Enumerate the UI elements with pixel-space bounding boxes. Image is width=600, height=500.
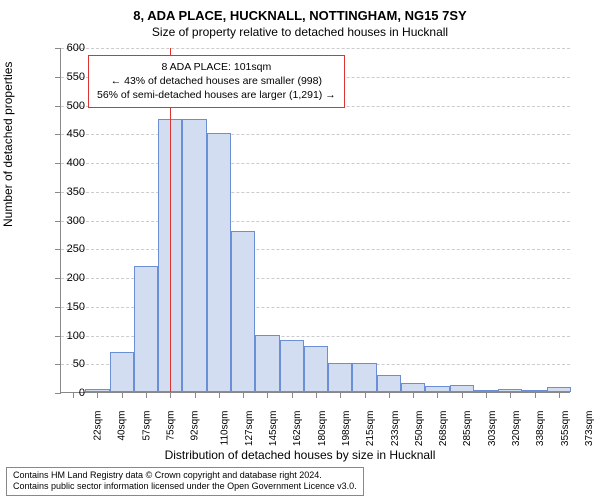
x-tick-label: 320sqm — [511, 411, 522, 447]
y-tick-label: 0 — [45, 387, 85, 399]
x-tick — [462, 392, 463, 398]
x-tick-label: 268sqm — [438, 411, 449, 447]
x-tick-label: 22sqm — [93, 411, 104, 441]
x-tick-label: 303sqm — [487, 411, 498, 447]
histogram-bar — [134, 266, 158, 393]
x-tick — [219, 392, 220, 398]
grid-line — [61, 134, 570, 135]
x-axis-title: Distribution of detached houses by size … — [0, 448, 600, 462]
x-tick-label: 215sqm — [365, 411, 376, 447]
histogram-bar — [231, 231, 255, 392]
histogram-bar — [110, 352, 134, 392]
grid-line — [61, 221, 570, 222]
x-tick — [340, 392, 341, 398]
chart-container: 8, ADA PLACE, HUCKNALL, NOTTINGHAM, NG15… — [0, 0, 600, 500]
x-tick — [267, 392, 268, 398]
histogram-bar — [182, 119, 206, 392]
histogram-bar — [450, 385, 474, 392]
x-tick — [122, 392, 123, 398]
y-tick-label: 250 — [45, 243, 85, 255]
histogram-bar — [401, 383, 425, 392]
x-tick — [535, 392, 536, 398]
x-tick — [243, 392, 244, 398]
annotation-line-3: 56% of semi-detached houses are larger (… — [97, 88, 336, 102]
histogram-bar — [377, 375, 401, 392]
x-tick — [389, 392, 390, 398]
y-tick-label: 300 — [45, 215, 85, 227]
x-tick-label: 145sqm — [268, 411, 279, 447]
x-tick-label: 110sqm — [219, 411, 230, 446]
x-tick-label: 40sqm — [117, 411, 128, 441]
x-tick — [413, 392, 414, 398]
y-tick-label: 150 — [45, 301, 85, 313]
x-tick-label: 75sqm — [166, 411, 177, 441]
x-tick — [316, 392, 317, 398]
histogram-bar — [304, 346, 328, 392]
y-tick-label: 200 — [45, 272, 85, 284]
y-tick-label: 600 — [45, 42, 85, 54]
grid-line — [61, 192, 570, 193]
x-tick — [97, 392, 98, 398]
histogram-bar — [207, 133, 231, 392]
footer-box: Contains HM Land Registry data © Crown c… — [6, 467, 364, 496]
x-tick — [437, 392, 438, 398]
x-tick — [146, 392, 147, 398]
x-tick — [170, 392, 171, 398]
x-tick — [195, 392, 196, 398]
x-tick-label: 355sqm — [560, 411, 571, 447]
histogram-bar — [352, 363, 376, 392]
x-tick-label: 233sqm — [390, 411, 401, 447]
y-tick-label: 350 — [45, 186, 85, 198]
x-tick — [365, 392, 366, 398]
chart-title-sub: Size of property relative to detached ho… — [0, 25, 600, 39]
y-tick-label: 500 — [45, 100, 85, 112]
histogram-bar — [328, 363, 352, 392]
x-tick-label: 180sqm — [317, 411, 328, 447]
annotation-line-2: ← 43% of detached houses are smaller (99… — [97, 74, 336, 88]
x-tick — [486, 392, 487, 398]
histogram-bar — [280, 340, 304, 392]
footer-line-1: Contains HM Land Registry data © Crown c… — [13, 470, 357, 482]
x-tick — [510, 392, 511, 398]
x-tick-label: 162sqm — [293, 411, 304, 447]
x-tick-label: 198sqm — [341, 411, 352, 447]
chart-title-main: 8, ADA PLACE, HUCKNALL, NOTTINGHAM, NG15… — [0, 8, 600, 23]
annotation-box: 8 ADA PLACE: 101sqm ← 43% of detached ho… — [88, 55, 345, 108]
grid-line — [61, 249, 570, 250]
footer-line-2: Contains public sector information licen… — [13, 481, 357, 493]
x-tick-label: 57sqm — [141, 411, 152, 441]
y-tick-label: 550 — [45, 71, 85, 83]
x-tick-label: 373sqm — [584, 411, 595, 447]
x-tick-label: 127sqm — [244, 411, 255, 447]
y-tick-label: 100 — [45, 330, 85, 342]
x-tick-label: 285sqm — [463, 411, 474, 447]
y-tick-label: 450 — [45, 128, 85, 140]
y-tick-label: 50 — [45, 358, 85, 370]
grid-line — [61, 48, 570, 49]
grid-line — [61, 163, 570, 164]
annotation-line-1: 8 ADA PLACE: 101sqm — [97, 60, 336, 74]
x-tick-label: 250sqm — [414, 411, 425, 447]
x-tick-label: 92sqm — [190, 411, 201, 441]
y-axis-title: Number of detached properties — [1, 62, 15, 227]
x-tick-label: 338sqm — [535, 411, 546, 447]
x-tick — [559, 392, 560, 398]
histogram-bar — [255, 335, 279, 393]
y-tick-label: 400 — [45, 157, 85, 169]
x-tick — [292, 392, 293, 398]
